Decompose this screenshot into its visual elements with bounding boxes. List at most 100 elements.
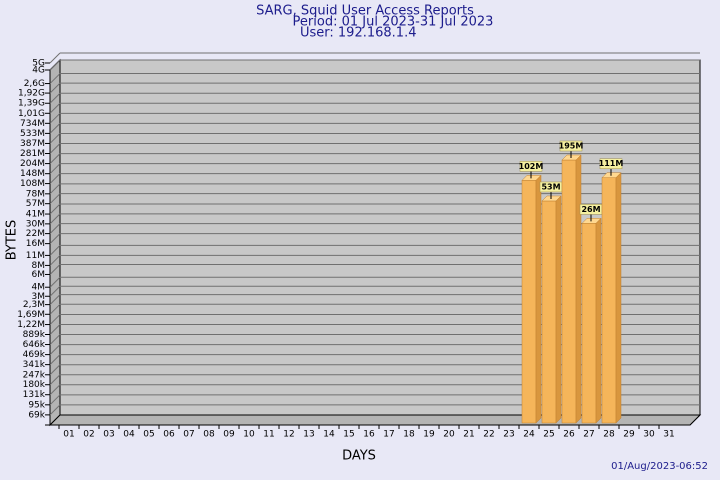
label-box bbox=[519, 161, 543, 172]
grid-line bbox=[49, 344, 61, 355]
y-tick-label: 469k bbox=[23, 350, 46, 360]
grid-line bbox=[49, 404, 61, 416]
x-tick-label: 07 bbox=[183, 430, 194, 440]
y-tick-label: 22M bbox=[26, 229, 45, 239]
y-tick-label: 16M bbox=[26, 239, 45, 249]
grid-line bbox=[49, 314, 61, 325]
grid-line bbox=[49, 92, 61, 104]
x-axis-label: DAYS bbox=[342, 449, 376, 464]
x-tick-label: 17 bbox=[383, 430, 394, 440]
y-tick-label: 1,69M bbox=[17, 310, 45, 320]
chart-subtitle: Period: 01 Jul 2023-31 Jul 2023 bbox=[293, 15, 494, 30]
y-tick-label: 281M bbox=[20, 149, 45, 159]
x-tick-label: 31 bbox=[663, 430, 674, 440]
y-tick-label: 78M bbox=[26, 189, 45, 199]
x-tick-label: 16 bbox=[363, 430, 375, 440]
chart-title: SARG, Squid User Access Reports bbox=[256, 4, 474, 19]
bar bbox=[541, 200, 557, 424]
y-tick-label: 69k bbox=[28, 410, 45, 420]
x-tick-label: 25 bbox=[543, 430, 554, 440]
bar bbox=[521, 180, 537, 424]
grid-line bbox=[49, 133, 61, 144]
y-tick-label: 646k bbox=[23, 340, 46, 350]
grid-line bbox=[49, 143, 61, 154]
grid-line bbox=[49, 233, 61, 244]
label-box bbox=[599, 158, 623, 169]
grid-line bbox=[49, 276, 61, 288]
y-tick-label: 2,3M bbox=[23, 300, 45, 310]
grid-line bbox=[49, 364, 61, 376]
y-tick-label: 8M bbox=[32, 261, 46, 271]
grid-line bbox=[49, 203, 61, 215]
x-tick-label: 04 bbox=[123, 430, 135, 440]
x-tick-label: 26 bbox=[563, 430, 575, 440]
x-tick-label: 02 bbox=[83, 430, 94, 440]
y-tick-label: 1,92G bbox=[18, 89, 45, 99]
x-tick-label: 12 bbox=[283, 430, 294, 440]
y-tick-label: 204M bbox=[20, 159, 45, 169]
grid-line bbox=[49, 123, 61, 134]
value-label: 53M bbox=[541, 182, 560, 191]
x-tick-label: 06 bbox=[163, 430, 175, 440]
bar-side bbox=[555, 195, 562, 424]
grid-line bbox=[49, 384, 61, 396]
grid-line bbox=[49, 223, 61, 234]
x-tick-label: 29 bbox=[623, 430, 635, 440]
x-tick-label: 13 bbox=[303, 430, 314, 440]
y-tick-label: 95k bbox=[28, 400, 45, 410]
y-tick-label: 247k bbox=[23, 370, 46, 380]
y-tick-label: 3M bbox=[32, 292, 46, 302]
y-tick-label: 41M bbox=[26, 210, 45, 220]
x-tick-label: 22 bbox=[483, 430, 494, 440]
grid-line bbox=[49, 173, 61, 184]
x-tick-label: 24 bbox=[523, 430, 535, 440]
x-tick-label: 08 bbox=[203, 430, 215, 440]
grid-line bbox=[49, 59, 61, 71]
grid-line bbox=[49, 303, 61, 315]
y-tick-label: 6M bbox=[32, 270, 46, 280]
y-tick-label: 131k bbox=[23, 390, 46, 400]
bar bbox=[561, 159, 577, 424]
x-tick-label: 15 bbox=[343, 430, 354, 440]
y-tick-label: 889k bbox=[23, 330, 46, 340]
x-tick-label: 09 bbox=[223, 430, 235, 440]
grid-line bbox=[49, 163, 61, 175]
value-label: 111M bbox=[599, 159, 624, 168]
x-tick-label: 28 bbox=[603, 430, 615, 440]
bar-side bbox=[575, 154, 582, 424]
x-tick-label: 14 bbox=[323, 430, 335, 440]
bar bbox=[581, 223, 597, 424]
bar bbox=[601, 177, 617, 424]
y-tick-label: 533M bbox=[20, 129, 45, 139]
label-box bbox=[559, 140, 583, 152]
value-label: 26M bbox=[581, 205, 600, 214]
grid-line bbox=[49, 102, 61, 114]
grid-line bbox=[49, 82, 61, 94]
y-axis-label: BYTES bbox=[5, 220, 20, 261]
grid-line bbox=[49, 52, 61, 64]
y-tick-label: 57M bbox=[26, 199, 45, 209]
user-label: User: 192.168.1.4 bbox=[300, 26, 416, 41]
grid-line bbox=[49, 264, 61, 275]
y-tick-label: 341k bbox=[23, 360, 46, 370]
y-tick-label: 734M bbox=[20, 119, 45, 129]
y-tick-label: 1,01G bbox=[18, 109, 45, 119]
value-label: 102M bbox=[519, 162, 544, 171]
y-tick-label: 108M bbox=[20, 179, 45, 189]
grid-line bbox=[49, 334, 61, 345]
grid-line bbox=[49, 193, 61, 205]
grid-line bbox=[49, 245, 61, 256]
grid-line bbox=[49, 112, 61, 124]
value-label: 195M bbox=[559, 142, 584, 151]
x-tick-label: 11 bbox=[263, 430, 274, 440]
y-tick-label: 1,39G bbox=[18, 99, 45, 109]
grid-line bbox=[49, 394, 61, 406]
x-tick-label: 27 bbox=[583, 430, 594, 440]
x-tick-label: 21 bbox=[463, 430, 474, 440]
grid-line bbox=[49, 183, 61, 195]
x-tick-label: 30 bbox=[643, 430, 655, 440]
x-tick-label: 10 bbox=[243, 430, 255, 440]
bar-side bbox=[615, 172, 622, 424]
x-tick-label: 19 bbox=[423, 430, 435, 440]
